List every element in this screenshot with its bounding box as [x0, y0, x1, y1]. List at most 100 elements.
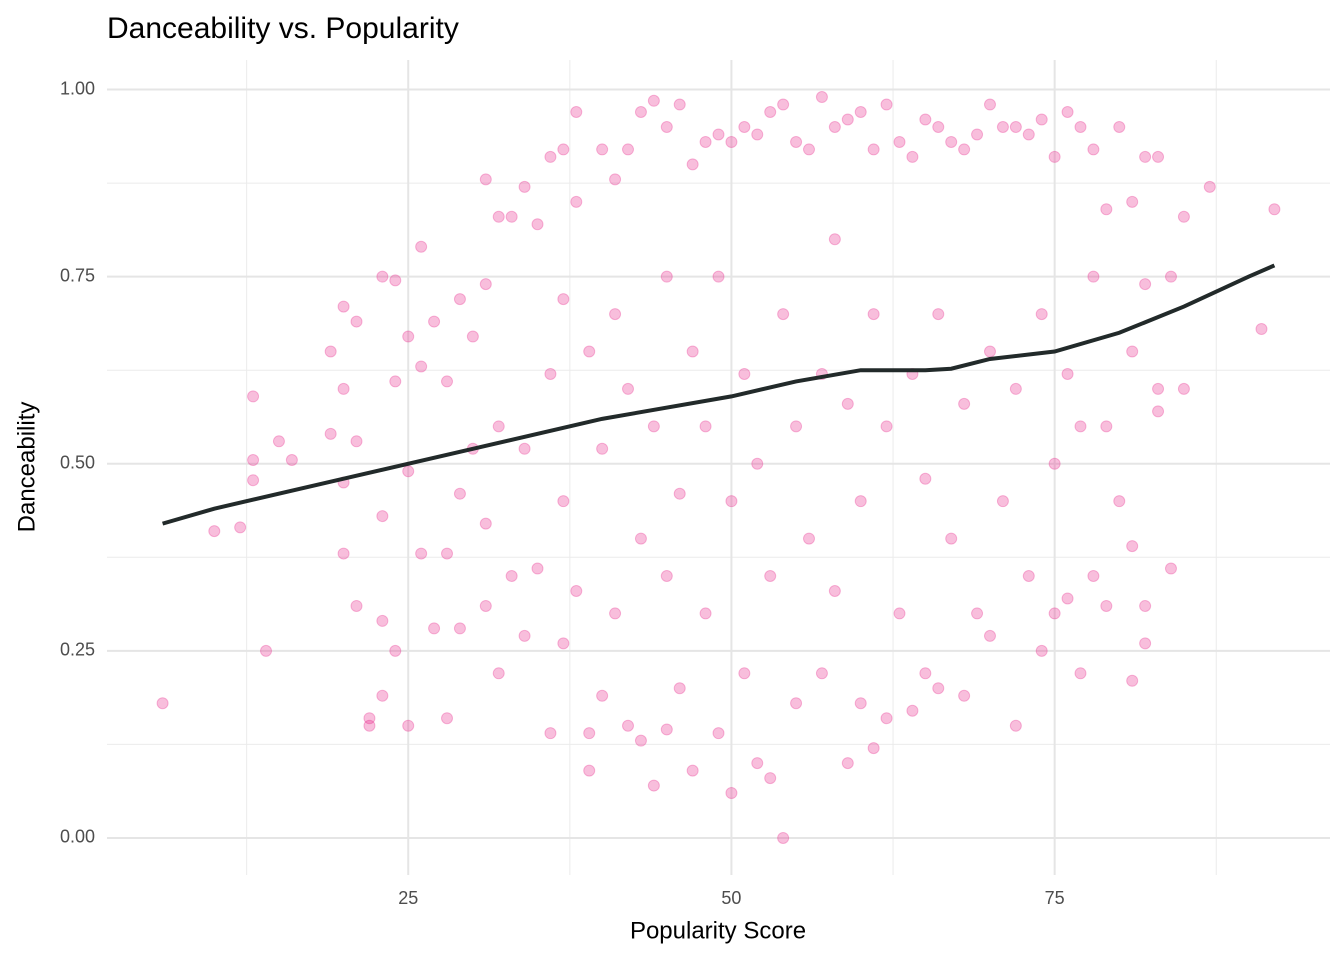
point [544, 367, 557, 380]
point [337, 300, 350, 313]
point [1126, 195, 1139, 208]
point [531, 562, 544, 575]
point [945, 532, 958, 545]
point [479, 278, 492, 291]
point [802, 143, 815, 156]
point [764, 772, 777, 785]
point [815, 667, 828, 680]
point [479, 599, 492, 612]
point [764, 106, 777, 119]
point [583, 764, 596, 777]
point [802, 532, 815, 545]
point [389, 274, 402, 287]
point [363, 719, 376, 732]
x-tick-label: 50 [721, 888, 741, 908]
point [841, 757, 854, 770]
point [441, 375, 454, 388]
point [1139, 599, 1152, 612]
point [828, 233, 841, 246]
point [350, 599, 363, 612]
point [699, 607, 712, 620]
y-tick-label: 1.00 [60, 78, 95, 98]
point [479, 173, 492, 186]
point [945, 135, 958, 148]
point [751, 757, 764, 770]
point [958, 689, 971, 702]
point [1009, 120, 1022, 133]
point [854, 697, 867, 710]
point [1087, 270, 1100, 283]
point [1035, 308, 1048, 321]
point [712, 727, 725, 740]
point [1126, 674, 1139, 687]
point [854, 495, 867, 508]
point [492, 210, 505, 223]
point [712, 270, 725, 283]
x-axis-title: Popularity Score [630, 917, 806, 944]
point [1074, 120, 1087, 133]
point [699, 420, 712, 433]
point [996, 120, 1009, 133]
point [854, 106, 867, 119]
point [777, 98, 790, 111]
point [893, 607, 906, 620]
point [738, 667, 751, 680]
y-tick-label: 0.75 [60, 265, 95, 285]
point [790, 697, 803, 710]
point [880, 420, 893, 433]
point [1100, 203, 1113, 216]
point [738, 367, 751, 380]
point [1048, 150, 1061, 163]
point [609, 173, 622, 186]
point [906, 704, 919, 717]
points [156, 91, 1281, 844]
point [415, 360, 428, 373]
point [932, 120, 945, 133]
point [415, 240, 428, 253]
point [518, 180, 531, 193]
point [880, 712, 893, 725]
point [880, 98, 893, 111]
point [932, 682, 945, 695]
x-tick-label: 25 [398, 888, 418, 908]
x-tick-label: 75 [1045, 888, 1065, 908]
point [260, 644, 273, 657]
point [376, 270, 389, 283]
point [815, 91, 828, 104]
point [453, 293, 466, 306]
point [570, 106, 583, 119]
point [402, 719, 415, 732]
point [1177, 210, 1190, 223]
point [596, 143, 609, 156]
point [1074, 667, 1087, 680]
point [415, 547, 428, 560]
point [660, 120, 673, 133]
point [402, 330, 415, 343]
point [867, 742, 880, 755]
point [790, 420, 803, 433]
point [699, 135, 712, 148]
point [389, 375, 402, 388]
point [764, 570, 777, 583]
point [609, 607, 622, 620]
point [596, 689, 609, 702]
point [841, 397, 854, 410]
point [1048, 457, 1061, 470]
point [712, 128, 725, 141]
point [324, 345, 337, 358]
point [686, 345, 699, 358]
point [660, 723, 673, 736]
point [531, 218, 544, 231]
chart-title: Danceability vs. Popularity [107, 12, 459, 45]
point [919, 667, 932, 680]
point [376, 614, 389, 627]
point [402, 465, 415, 478]
point [919, 113, 932, 126]
point [156, 697, 169, 710]
point [505, 570, 518, 583]
point [622, 382, 635, 395]
point [1139, 637, 1152, 650]
point [1152, 382, 1165, 395]
point [634, 106, 647, 119]
